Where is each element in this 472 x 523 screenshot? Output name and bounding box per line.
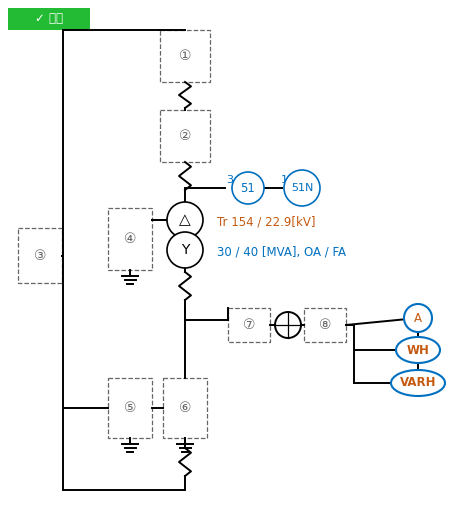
Bar <box>228 308 270 342</box>
FancyBboxPatch shape <box>8 8 90 30</box>
Text: 1: 1 <box>280 175 287 185</box>
Text: VARH: VARH <box>400 377 436 390</box>
Circle shape <box>167 202 203 238</box>
Circle shape <box>232 172 264 204</box>
Text: WH: WH <box>406 344 430 357</box>
Text: 30 / 40 [MVA], OA / FA: 30 / 40 [MVA], OA / FA <box>217 245 346 258</box>
Bar <box>160 110 210 162</box>
Text: ④: ④ <box>124 232 136 246</box>
Text: ⑥: ⑥ <box>179 401 191 415</box>
Circle shape <box>404 304 432 332</box>
Text: ②: ② <box>179 129 191 143</box>
Text: A: A <box>414 312 422 324</box>
Text: 51: 51 <box>241 181 255 195</box>
Bar <box>18 228 62 283</box>
Bar <box>160 30 210 82</box>
Bar <box>108 208 152 270</box>
Ellipse shape <box>396 337 440 363</box>
Circle shape <box>284 170 320 206</box>
Text: △: △ <box>179 212 191 228</box>
Text: ⑦: ⑦ <box>243 318 255 332</box>
Text: Tr 154 / 22.9[kV]: Tr 154 / 22.9[kV] <box>217 215 315 229</box>
Circle shape <box>167 232 203 268</box>
Bar <box>304 308 346 342</box>
Bar <box>108 378 152 438</box>
Ellipse shape <box>391 370 445 396</box>
Text: 51N: 51N <box>291 183 313 193</box>
Text: ①: ① <box>179 49 191 63</box>
Text: ③: ③ <box>34 248 46 263</box>
Bar <box>163 378 207 438</box>
Text: Y: Y <box>181 243 189 257</box>
Text: ⑤: ⑤ <box>124 401 136 415</box>
Text: ⑧: ⑧ <box>319 318 331 332</box>
Text: 3: 3 <box>227 175 234 185</box>
Circle shape <box>275 312 301 338</box>
Text: ✓ 대표: ✓ 대표 <box>35 13 63 26</box>
